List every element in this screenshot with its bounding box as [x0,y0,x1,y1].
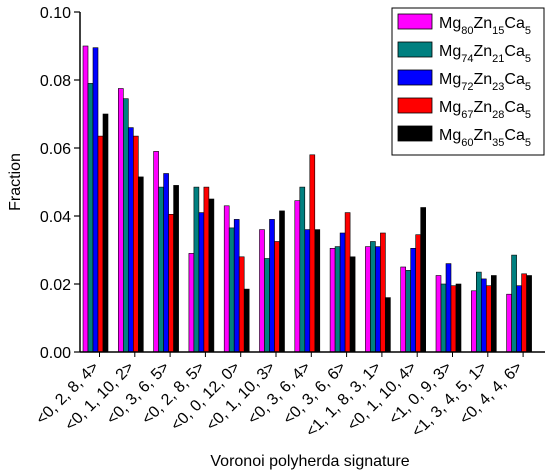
bar [118,88,124,353]
bar [259,229,265,353]
legend-label: Mg72Zn23Ca5 [439,71,531,93]
bar [233,219,240,353]
bar [440,283,447,353]
bar [400,266,407,353]
bar [370,241,376,353]
bar [193,186,200,353]
bar [123,98,129,353]
bar [82,45,89,353]
bar [299,186,306,353]
bar [415,234,422,353]
bar [475,271,482,353]
bar [133,135,139,353]
bar [158,186,164,353]
bar [264,258,270,353]
bar [385,297,391,353]
bar [102,113,109,353]
y-tick-label: 0.10 [40,5,71,22]
y-tick-label: 0.00 [40,345,71,362]
bar [329,248,336,353]
bar [445,263,452,353]
legend-swatch [397,13,433,30]
bar [274,241,280,353]
bar [294,200,301,353]
bar [304,229,311,353]
legend-label: Mg74Zn21Ca5 [439,43,531,65]
legend-label: Mg80Zn15Ca5 [439,15,531,37]
bar [490,275,497,353]
bar [138,176,144,353]
y-axis-title: Fraction [7,153,24,211]
bar [269,219,275,353]
bar [279,210,285,353]
bar [97,135,104,353]
bar [163,173,169,353]
bar [334,246,341,353]
bar [420,207,427,353]
bar [435,275,442,353]
legend-swatch [397,125,433,142]
legend-swatch [397,69,433,86]
bar [410,248,417,353]
bar [480,278,487,353]
bar [208,198,215,353]
legend-swatch [397,97,433,114]
bar [87,83,94,353]
y-tick-label: 0.04 [40,209,71,226]
bar [243,288,250,353]
bar [203,186,210,353]
bar [349,256,356,353]
bar [309,154,316,353]
bar [405,270,412,353]
bar [92,47,99,353]
y-tick-label: 0.08 [40,73,71,90]
bar [344,212,351,353]
bar [223,205,230,353]
bar [450,285,457,353]
bar [314,229,321,353]
bar [128,127,134,353]
bar [521,273,527,353]
bar [380,232,386,353]
bar [188,253,195,353]
bar [511,254,517,353]
legend-label: Mg67Zn28Ca5 [439,99,531,121]
bar [516,285,522,353]
bar [198,212,205,353]
y-tick-label: 0.02 [40,277,71,294]
bar [506,293,512,353]
bar [173,185,179,353]
bar [470,290,477,353]
bar [339,232,346,353]
x-axis-title: Voronoi polyherda signature [210,453,409,470]
bar [228,227,235,353]
bar [526,275,532,353]
bar [238,256,245,353]
y-tick-label: 0.06 [40,141,71,158]
bar [168,214,174,353]
bar [365,246,371,353]
bar [485,285,492,353]
bar [153,151,159,353]
legend-swatch [397,41,433,58]
legend-label: Mg60Zn35Ca5 [439,127,531,149]
bar [455,283,462,353]
bar [375,246,381,353]
